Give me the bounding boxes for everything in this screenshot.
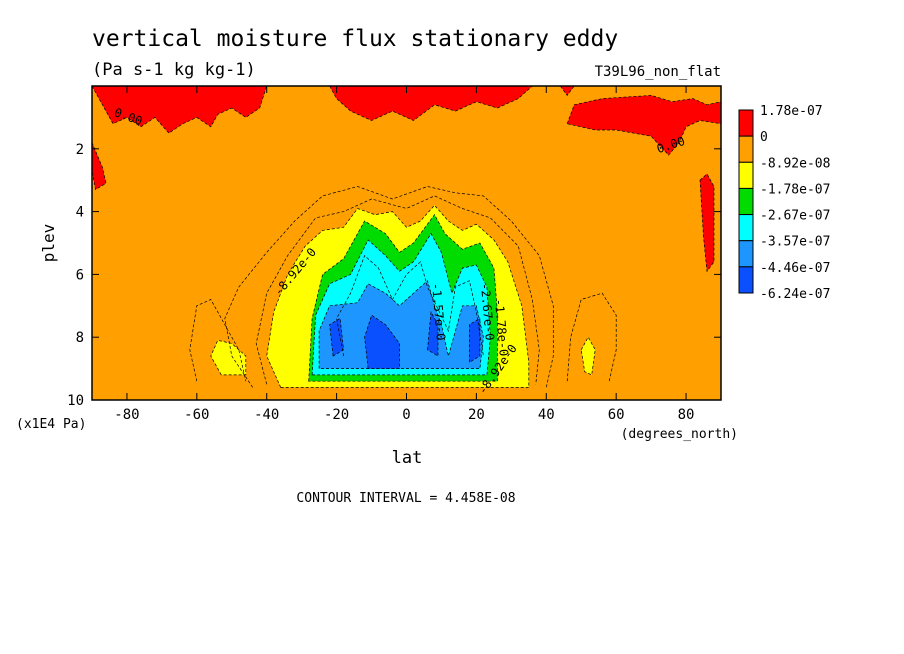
contour-line-3 [566, 292, 617, 382]
color-legend: 1.78e-07 0 -8.92e-08 -1.78e-07 -2.67e-07 -3.5… [738, 104, 830, 302]
contour-line-1 [224, 186, 554, 388]
filled-region-6 [210, 339, 247, 376]
filled-region-3 [559, 86, 575, 96]
x-tick-label-0: -80 [114, 407, 139, 423]
filled-regions [92, 86, 721, 388]
filled-region-2 [329, 86, 533, 121]
filled-region-1 [92, 142, 107, 191]
x-tick-label-7: 60 [608, 407, 625, 423]
filled-region-14 [427, 310, 439, 357]
plot-area: 0.000.00-8.92e-0-1.57e-0 -2.67e-0-1.78e-0… [92, 86, 721, 400]
legend-label-3: -1.78e-07 [760, 182, 830, 197]
x-tick-label-4: 0 [402, 407, 410, 423]
x-tick-label-8: 80 [678, 407, 695, 423]
filled-region-13 [364, 314, 400, 369]
legend-swatch-5 [738, 240, 754, 268]
x-units-label: (degrees_north) [621, 427, 738, 442]
filled-region-12 [329, 317, 344, 357]
legend-swatch-2 [738, 161, 754, 189]
y-tick-label-4: 10 [67, 393, 84, 409]
contour-label-5: -1.78e-0 [492, 298, 511, 357]
x-tick-label-5: 20 [468, 407, 485, 423]
dashed-contours [189, 186, 617, 388]
y-tick-label-3: 8 [76, 330, 84, 346]
contour-line-2 [255, 195, 540, 385]
x-tick-label-6: 40 [538, 407, 555, 423]
legend-swatch-0 [738, 109, 754, 137]
contour-interval-note: CONTOUR INTERVAL = 4.458E-08 [296, 491, 515, 506]
filled-region-11 [318, 280, 484, 369]
y-tick-label-1: 4 [76, 205, 84, 221]
legend-swatch-6 [738, 266, 754, 294]
legend-swatch-1 [738, 135, 754, 163]
x-tick-label-2: -40 [254, 407, 279, 423]
y-axis-label: plev [39, 224, 58, 263]
units-label: (Pa s-1 kg kg-1) [92, 60, 256, 80]
dataset-label: T39L96_non_flat [595, 64, 721, 80]
filled-region-15 [469, 317, 481, 363]
legend-swatch-4 [738, 214, 754, 242]
y-tick-label-0: 2 [76, 142, 84, 158]
filled-region-8 [580, 336, 596, 376]
legend-label-6: -4.46e-07 [760, 261, 830, 276]
filled-region-4 [566, 95, 721, 156]
filled-region-5 [699, 173, 715, 273]
x-axis-ticks: -80 -60 -40 -20 0 20 40 60 80 [114, 86, 694, 423]
y-tick-label-2: 6 [76, 267, 84, 283]
contour-label-4: -2.67e-0 [478, 282, 497, 341]
legend-label-1: 0 [760, 130, 768, 145]
legend-label-4: -2.67e-07 [760, 209, 830, 224]
x-tick-label-3: -20 [324, 407, 349, 423]
legend-label-5: -3.57e-07 [760, 235, 830, 250]
legend-label-0: 1.78e-07 [760, 104, 823, 119]
legend-swatch-3 [738, 187, 754, 216]
x-tick-label-1: -60 [184, 407, 209, 423]
chart-title: vertical moisture flux stationary eddy [92, 26, 618, 52]
y-axis-ticks: 2 4 6 8 10 [67, 142, 721, 409]
legend-label-2: -8.92e-08 [760, 156, 830, 171]
filled-region-0 [92, 86, 268, 134]
y-units-label: (x1E4 Pa) [16, 417, 86, 432]
legend-label-7: -6.24e-07 [760, 287, 830, 302]
contour-label-3: -1.57e-0 [429, 282, 448, 341]
contour-line-0 [189, 299, 247, 382]
x-axis-label: lat [392, 448, 423, 468]
